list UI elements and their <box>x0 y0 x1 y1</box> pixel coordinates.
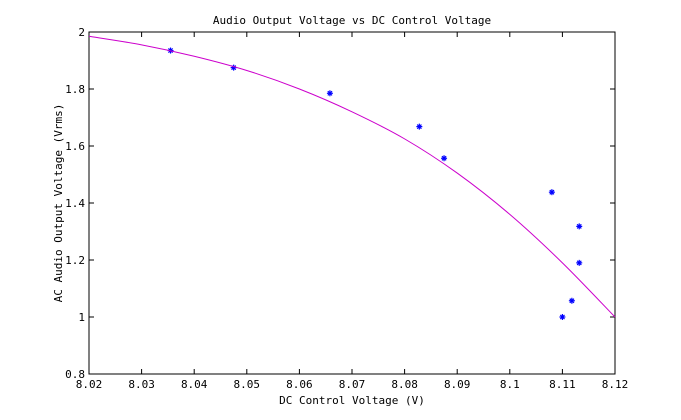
data-point-stroke <box>559 314 565 320</box>
plot-area <box>88 31 616 375</box>
x-axis-label: DC Control Voltage (V) <box>279 394 425 407</box>
data-point-stroke <box>576 260 582 266</box>
x-tick-label: 8.06 <box>286 378 313 391</box>
data-point-stroke <box>576 223 582 229</box>
y-tick-label: 1.2 <box>65 254 85 267</box>
data-point-stroke <box>231 65 237 71</box>
x-tick-label: 8.09 <box>444 378 471 391</box>
x-tick-label: 8.03 <box>128 378 155 391</box>
y-tick-label: 1.6 <box>65 140 85 153</box>
y-tick-label: 1 <box>78 311 85 324</box>
data-point-stroke <box>569 298 575 304</box>
data-point-stroke <box>549 189 555 195</box>
data-point <box>576 259 583 266</box>
data-point <box>559 314 566 320</box>
data-point <box>326 90 333 97</box>
data-point-stroke <box>416 124 422 130</box>
y-tick-label: 0.8 <box>65 368 85 381</box>
data-point <box>441 155 448 162</box>
chart-title: Audio Output Voltage vs DC Control Volta… <box>213 14 491 27</box>
data-point <box>548 189 555 196</box>
x-tick-label: 8.1 <box>500 378 520 391</box>
fit-curve <box>88 35 616 318</box>
x-tick-label: 8.02 <box>76 378 103 391</box>
data-point-stroke <box>441 155 447 161</box>
data-point-stroke <box>327 90 333 96</box>
x-tick-label: 8.11 <box>549 378 576 391</box>
x-tick-label: 8.08 <box>391 378 418 391</box>
y-tick-label: 2 <box>78 26 85 39</box>
x-tick-label: 8.05 <box>234 378 261 391</box>
data-point <box>576 223 583 230</box>
x-tick-label: 8.04 <box>181 378 208 391</box>
x-tick-label: 8.12 <box>602 378 629 391</box>
x-tick-label: 8.07 <box>339 378 366 391</box>
data-point <box>568 297 575 304</box>
data-point <box>416 123 423 130</box>
y-tick-label: 1.8 <box>65 83 85 96</box>
y-axis-label: AC Audio Output Voltage (Vrms) <box>52 104 65 303</box>
y-tick-label: 1.4 <box>65 197 85 210</box>
